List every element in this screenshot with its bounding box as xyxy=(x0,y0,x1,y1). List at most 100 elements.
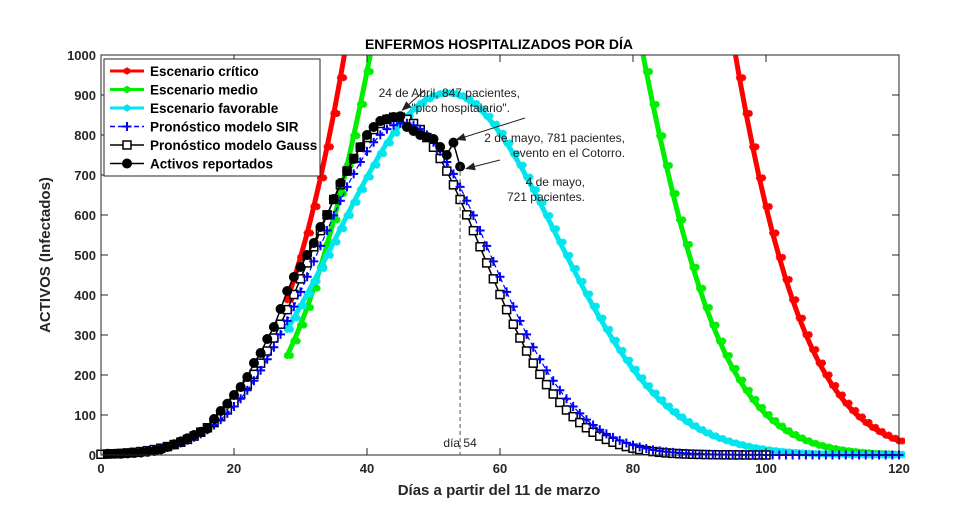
data-point xyxy=(473,99,481,107)
data-point xyxy=(632,365,640,373)
legend-label: Activos reportados xyxy=(150,157,273,172)
data-point xyxy=(621,438,631,448)
data-point xyxy=(566,251,574,259)
data-point xyxy=(340,74,348,82)
data-point xyxy=(435,142,446,152)
data-point xyxy=(380,150,388,158)
data-point xyxy=(561,405,572,415)
data-point xyxy=(779,253,787,261)
data-point xyxy=(249,376,259,386)
data-point xyxy=(619,346,627,354)
data-point xyxy=(308,238,319,248)
data-point xyxy=(535,369,545,380)
data-point xyxy=(878,428,886,436)
data-point xyxy=(313,203,321,211)
data-point xyxy=(488,274,499,284)
data-point xyxy=(508,302,518,312)
data-point xyxy=(333,216,341,224)
legend-marker xyxy=(122,140,132,150)
data-point xyxy=(692,422,700,430)
data-point xyxy=(360,186,368,194)
data-point xyxy=(799,314,807,322)
data-point xyxy=(659,396,667,404)
data-point xyxy=(559,238,567,246)
legend-item: Pronóstico modelo Gauss xyxy=(110,138,317,153)
data-point xyxy=(256,365,266,375)
data-point xyxy=(546,212,554,220)
data-point xyxy=(799,434,807,442)
data-point xyxy=(515,316,525,326)
data-point xyxy=(348,154,359,164)
data-point xyxy=(772,417,780,425)
x-tick-label: 60 xyxy=(493,461,507,476)
data-point xyxy=(287,325,295,333)
legend-item: Escenario medio xyxy=(110,83,258,98)
series-activos-reportados xyxy=(102,111,466,459)
legend-item: Activos reportados xyxy=(110,157,273,172)
data-point xyxy=(475,226,485,236)
data-point xyxy=(459,92,467,100)
data-point xyxy=(672,190,680,198)
data-point xyxy=(739,74,747,82)
data-point xyxy=(322,226,332,236)
annotation-text: 2 de mayo, 781 pacientes, xyxy=(484,131,625,145)
data-point xyxy=(572,264,580,272)
legend-marker xyxy=(123,104,131,112)
annotation-text: 4 de mayo, xyxy=(526,175,585,189)
data-point xyxy=(326,143,334,151)
data-point xyxy=(482,241,492,251)
data-point xyxy=(652,389,660,397)
data-point xyxy=(453,90,461,98)
data-point xyxy=(528,342,538,352)
data-point xyxy=(725,437,733,445)
data-point xyxy=(555,385,565,395)
data-point xyxy=(526,173,534,181)
x-tick-label: 0 xyxy=(97,461,104,476)
data-point xyxy=(519,161,527,169)
x-axis-title: Días a partir del 11 de marzo xyxy=(398,482,601,499)
data-point xyxy=(295,262,306,272)
y-tick-label: 800 xyxy=(74,128,96,143)
data-point xyxy=(579,277,587,285)
y-tick-label: 600 xyxy=(74,208,96,223)
data-point xyxy=(765,203,773,211)
x-tick-label: 80 xyxy=(626,461,640,476)
data-point xyxy=(825,443,833,451)
annotation-text: 721 pacientes. xyxy=(507,190,585,204)
data-point xyxy=(293,314,301,322)
data-point xyxy=(553,225,561,233)
y-tick-label: 100 xyxy=(74,408,96,423)
data-point xyxy=(276,329,286,339)
data-point xyxy=(652,100,660,108)
data-point xyxy=(635,442,645,452)
data-point xyxy=(752,143,760,151)
data-point xyxy=(242,372,253,382)
data-point xyxy=(302,250,313,260)
data-point xyxy=(739,376,747,384)
y-tick-label: 500 xyxy=(74,248,96,263)
data-point xyxy=(679,413,687,421)
data-point xyxy=(442,166,452,176)
data-point xyxy=(293,337,301,345)
data-point xyxy=(373,161,381,169)
data-point xyxy=(320,264,328,272)
y-tick-label: 700 xyxy=(74,168,96,183)
data-point xyxy=(448,169,458,179)
data-point xyxy=(666,402,674,410)
data-point xyxy=(313,277,321,285)
data-point xyxy=(355,142,366,152)
data-point xyxy=(236,394,246,404)
data-point xyxy=(269,342,279,352)
data-point xyxy=(692,263,700,271)
legend-marker xyxy=(123,67,131,75)
data-point xyxy=(586,290,594,298)
y-tick-label: 1000 xyxy=(67,48,96,63)
data-point xyxy=(296,287,305,297)
data-point xyxy=(599,314,607,322)
data-point xyxy=(819,359,827,367)
data-point xyxy=(486,112,494,120)
data-point xyxy=(699,425,707,433)
data-point xyxy=(441,150,452,160)
data-point xyxy=(235,382,246,392)
data-point xyxy=(306,303,314,311)
